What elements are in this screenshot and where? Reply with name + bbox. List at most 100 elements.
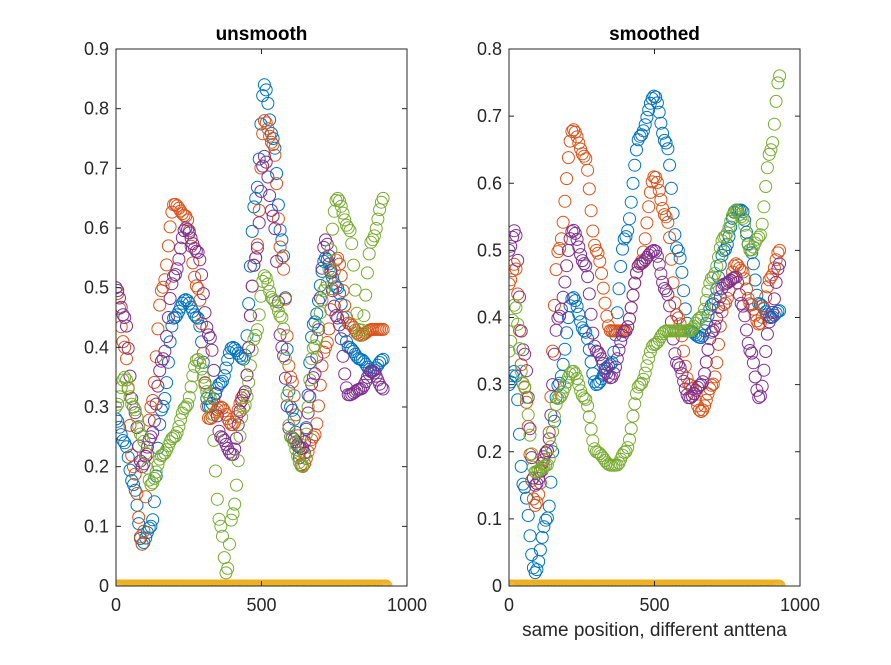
data-point bbox=[630, 143, 643, 157]
data-point bbox=[743, 344, 757, 357]
data-point bbox=[771, 262, 785, 276]
data-point bbox=[202, 388, 215, 402]
data-point bbox=[257, 78, 271, 92]
data-point bbox=[268, 222, 282, 236]
data-point bbox=[582, 287, 596, 301]
data-point bbox=[591, 345, 605, 359]
data-point bbox=[174, 204, 188, 218]
data-point bbox=[193, 356, 207, 370]
data-point bbox=[577, 149, 591, 163]
data-point bbox=[544, 475, 558, 489]
data-point bbox=[216, 374, 229, 388]
data-point bbox=[584, 204, 598, 218]
data-point bbox=[298, 448, 312, 462]
data-point bbox=[128, 483, 142, 497]
data-point bbox=[158, 273, 172, 287]
data-point bbox=[767, 308, 781, 322]
data-point bbox=[165, 277, 179, 291]
data-point bbox=[132, 510, 146, 524]
data-point bbox=[736, 211, 750, 225]
data-point bbox=[285, 375, 299, 389]
data-point bbox=[193, 293, 207, 307]
data-point bbox=[219, 361, 233, 375]
data-point bbox=[663, 231, 677, 245]
data-point bbox=[764, 311, 778, 324]
y-tick-label: 0.8 bbox=[477, 39, 502, 59]
data-point bbox=[638, 366, 652, 380]
y-tick-label: 0.2 bbox=[84, 457, 109, 477]
data-point bbox=[649, 171, 663, 184]
data-point bbox=[694, 311, 708, 324]
data-point bbox=[221, 353, 235, 367]
data-point bbox=[116, 291, 126, 305]
data-point bbox=[202, 328, 215, 342]
data-point bbox=[317, 284, 331, 298]
data-point bbox=[228, 442, 242, 456]
y-tick-label: 0.4 bbox=[477, 308, 502, 328]
data-point bbox=[289, 408, 303, 422]
data-point bbox=[116, 400, 123, 414]
data-point bbox=[133, 427, 147, 441]
data-point bbox=[588, 375, 602, 389]
data-point bbox=[509, 262, 523, 276]
data-point bbox=[650, 96, 664, 110]
data-point bbox=[367, 366, 381, 380]
data-point bbox=[149, 465, 163, 479]
y-tick-label: 0.7 bbox=[84, 158, 109, 178]
data-point bbox=[759, 345, 773, 358]
data-point bbox=[509, 229, 523, 242]
data-point bbox=[343, 224, 357, 238]
data-point bbox=[326, 222, 339, 236]
data-point bbox=[238, 348, 252, 362]
data-point bbox=[116, 390, 126, 404]
data-point bbox=[127, 478, 140, 492]
y-tick-label: 0.3 bbox=[84, 397, 109, 417]
data-point bbox=[713, 319, 727, 333]
data-point bbox=[630, 387, 643, 401]
data-point bbox=[179, 293, 193, 307]
series-2 bbox=[509, 223, 787, 492]
data-point bbox=[729, 257, 743, 271]
data-point bbox=[699, 355, 713, 369]
data-point bbox=[617, 445, 631, 459]
data-point bbox=[581, 399, 595, 413]
data-point bbox=[575, 147, 589, 161]
data-point bbox=[156, 352, 170, 366]
data-point bbox=[523, 422, 537, 436]
data-point bbox=[364, 235, 378, 249]
y-tick-label: 0.7 bbox=[477, 106, 502, 126]
y-tick-label: 0 bbox=[99, 576, 109, 596]
data-point bbox=[526, 492, 540, 506]
data-point bbox=[729, 270, 743, 284]
data-point bbox=[305, 330, 319, 344]
data-point bbox=[628, 158, 642, 172]
data-point bbox=[509, 344, 516, 358]
data-point bbox=[628, 276, 642, 290]
data-point bbox=[259, 116, 273, 130]
data-point bbox=[741, 292, 755, 305]
data-point bbox=[767, 117, 781, 131]
data-point bbox=[207, 433, 221, 447]
data-point bbox=[710, 259, 724, 273]
data-point bbox=[509, 273, 518, 287]
data-point bbox=[270, 177, 284, 191]
data-point bbox=[154, 354, 168, 368]
data-point bbox=[287, 436, 301, 450]
marks-layer bbox=[116, 78, 393, 586]
data-point bbox=[369, 222, 383, 235]
data-point bbox=[556, 357, 570, 371]
data-point bbox=[209, 464, 222, 478]
data-point bbox=[254, 117, 268, 131]
data-point bbox=[570, 300, 584, 313]
data-point bbox=[228, 342, 242, 355]
data-point bbox=[584, 307, 598, 321]
data-point bbox=[170, 262, 184, 276]
data-point bbox=[280, 342, 294, 356]
data-point bbox=[193, 319, 207, 333]
data-point bbox=[586, 326, 600, 340]
data-point bbox=[570, 232, 584, 246]
y-tick-label: 0.3 bbox=[477, 375, 502, 395]
data-point bbox=[551, 392, 565, 405]
data-point bbox=[696, 308, 710, 322]
data-point bbox=[189, 279, 203, 293]
